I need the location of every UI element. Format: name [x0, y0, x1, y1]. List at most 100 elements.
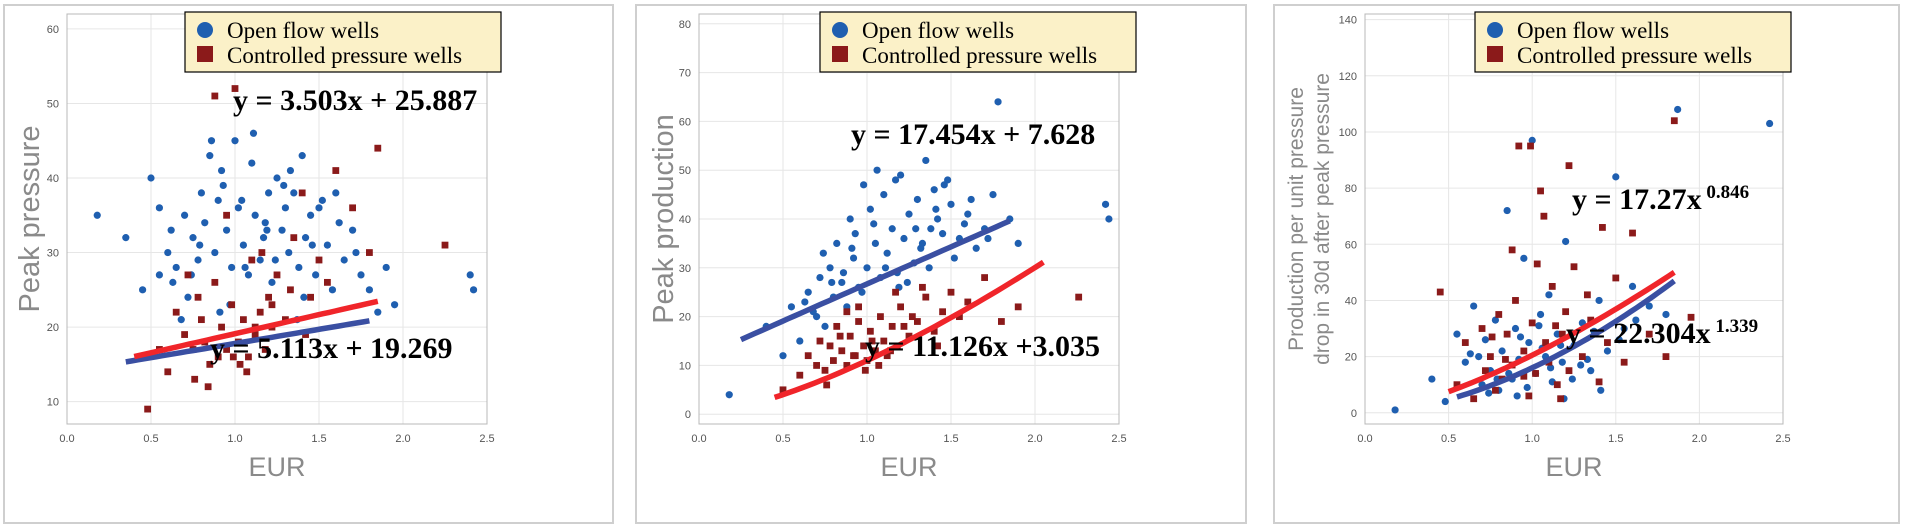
open-flow-point: [357, 271, 365, 279]
open-flow-fit-line: [125, 318, 370, 365]
open-flow-point: [239, 241, 247, 249]
open-flow-point: [332, 189, 340, 197]
y-tick-label: 20: [47, 322, 59, 334]
open-flow-point: [194, 256, 202, 264]
x-axis-label: EUR: [880, 452, 937, 482]
x-axis-label: EUR: [1545, 452, 1602, 482]
open-flow-point: [301, 234, 310, 242]
controlled-pressure-point: [1612, 274, 1620, 282]
open-flow-point: [1603, 347, 1612, 355]
controlled-pressure-point: [287, 286, 294, 294]
open-flow-point: [315, 204, 323, 212]
controlled-pressure-point: [302, 331, 309, 338]
controlled-pressure-point: [1525, 392, 1533, 400]
regression-equation: y = 5.113x + 19.269: [210, 332, 453, 365]
open-flow-point: [1645, 302, 1653, 310]
open-flow-point: [214, 196, 222, 204]
open-flow-point: [1428, 375, 1436, 383]
controlled-pressure-point: [880, 337, 888, 345]
open-flow-point: [870, 220, 878, 228]
y-tick-label: 50: [47, 98, 59, 110]
open-flow-point: [1441, 397, 1449, 406]
open-flow-point: [280, 181, 288, 190]
open-flow-point: [1662, 310, 1670, 319]
y-tick-label: 50: [679, 165, 691, 177]
open-flow-point: [1528, 136, 1536, 144]
open-flow-point: [1628, 282, 1637, 290]
open-flow-point: [197, 189, 205, 197]
open-flow-point: [300, 293, 308, 301]
x-tick-label: 0.0: [1357, 433, 1372, 445]
legend-box: [1474, 11, 1792, 73]
x-tick-label: 1.0: [1525, 433, 1540, 445]
controlled-pressure-point: [1645, 330, 1653, 338]
open-flow-point: [231, 137, 239, 145]
open-flow-point: [312, 271, 320, 279]
controlled-fit-line: [133, 298, 379, 360]
controlled-pressure-point: [211, 278, 219, 286]
chart-panel-peak-pressure: 0.0 0.5 1.0 1.5 2.0 2.5 10 20 30 40 50 60 EUR Peak pr…: [3, 4, 614, 524]
controlled-pressure-point: [243, 368, 251, 376]
open-flow-point: [787, 303, 795, 311]
open-flow-point: [1101, 200, 1110, 208]
controlled-pressure-point: [181, 331, 188, 338]
controlled-pressure-point: [194, 293, 202, 301]
x-tick-label: 1.5: [943, 433, 958, 445]
open-flow-point: [349, 226, 357, 234]
open-flow-point: [169, 278, 177, 286]
controlled-pressure-point: [1075, 293, 1083, 301]
controlled-pressure-point: [374, 144, 382, 152]
y-tick-label: 40: [679, 214, 691, 226]
x-tick-label: 1.0: [227, 433, 242, 445]
open-flow-point: [891, 176, 900, 184]
open-flow-point: [1612, 173, 1620, 181]
open-flow-point: [1105, 215, 1113, 223]
controlled-pressure-point: [843, 308, 851, 316]
controlled-pressure-point: [315, 256, 323, 264]
y-tick-label: 60: [679, 116, 691, 128]
controlled-pressure-point: [245, 353, 252, 361]
open-flow-point: [779, 352, 787, 360]
open-flow-point: [1597, 386, 1605, 394]
x-tick-label: 2.0: [395, 433, 410, 445]
legend-label-controlled-pressure: Controlled pressure wells: [862, 43, 1097, 68]
open-flow-point: [903, 278, 911, 287]
open-flow-point: [1525, 338, 1533, 347]
x-axis-label: EUR: [248, 452, 305, 482]
open-flow-point: [801, 298, 809, 306]
open-flow-point: [851, 230, 859, 238]
open-flow-point: [826, 264, 834, 272]
open-flow-point: [888, 225, 896, 233]
open-flow-point: [932, 205, 940, 213]
open-flow-point: [863, 264, 871, 272]
open-flow-point: [181, 211, 189, 219]
controlled-pressure-point: [779, 386, 787, 394]
controlled-pressure-point: [218, 323, 225, 331]
open-flow-point: [989, 190, 997, 199]
open-flow-point: [1014, 239, 1022, 248]
controlled-pressure-point: [930, 327, 938, 335]
open-flow-point: [967, 195, 975, 204]
open-flow-point: [382, 263, 390, 272]
controlled-pressure-point: [1599, 224, 1606, 231]
open-flow-point: [147, 174, 155, 182]
open-flow-point: [298, 152, 306, 160]
open-flow-point: [122, 234, 130, 242]
controlled-pressure-point: [888, 322, 896, 330]
gridlines: [1364, 14, 1784, 424]
scatter-chart-production-per-pressure-drop: 0.0 0.5 1.0 1.5 2.0 2.5 0 20 40 60 80 100 120 140 EUR P…: [1285, 11, 1792, 482]
open-flow-point: [285, 248, 293, 257]
controlled-pressure-point: [204, 383, 212, 391]
open-flow-point: [295, 263, 303, 272]
open-flow-point: [858, 288, 866, 296]
chart-panel-peak-production: 0.0 0.5 1.0 1.5 2.0 2.5 0 10 20 30 40 50 60 70 80 EUR Pe…: [635, 4, 1247, 524]
x-tick-label: 1.5: [311, 433, 326, 445]
open-flow-point: [206, 152, 214, 160]
controlled-pressure-point: [872, 347, 879, 355]
controlled-pressure-point: [868, 337, 876, 345]
controlled-pressure-point: [1687, 313, 1695, 321]
y-tick-label: 10: [679, 360, 691, 372]
controlled-pressure-point: [228, 301, 236, 309]
